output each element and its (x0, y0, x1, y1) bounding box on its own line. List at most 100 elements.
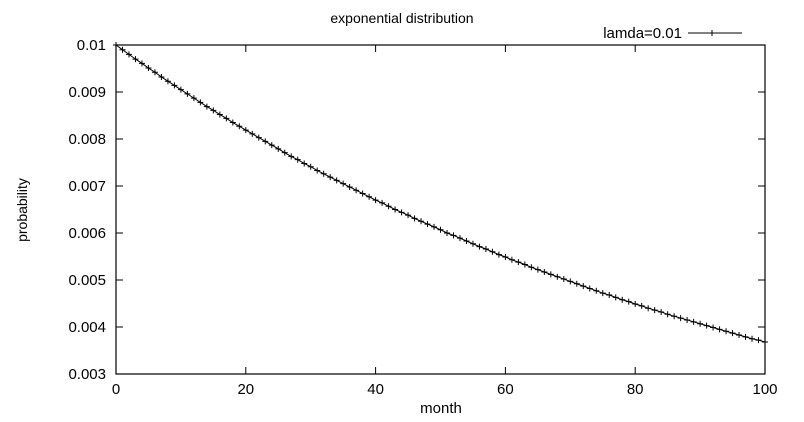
plus-marker-icon (489, 248, 496, 255)
plus-marker-icon (177, 86, 184, 93)
y-tick-label: 0.007 (68, 178, 106, 195)
plus-marker-icon (645, 305, 652, 312)
x-tick-label: 40 (367, 381, 384, 398)
plus-marker-icon (593, 287, 600, 294)
plus-marker-icon (262, 138, 269, 145)
x-axis-label: month (420, 400, 462, 417)
plus-marker-icon (586, 285, 593, 292)
plus-marker-icon (703, 322, 710, 329)
plus-marker-icon (151, 69, 158, 76)
plus-marker-icon (346, 183, 353, 190)
plus-marker-icon (742, 333, 749, 340)
plus-marker-icon (502, 253, 509, 260)
plus-marker-icon (606, 292, 613, 299)
chart-title: exponential distribution (330, 10, 474, 26)
plus-marker-icon (405, 212, 412, 219)
plus-marker-icon (495, 251, 502, 258)
legend: lamda=0.01 (603, 25, 742, 42)
plus-marker-icon (281, 149, 288, 156)
plus-marker-icon (113, 42, 119, 48)
plus-marker-icon (385, 203, 392, 210)
plus-marker-icon (132, 56, 139, 63)
plus-marker-icon (431, 223, 438, 230)
plus-marker-icon (411, 215, 418, 222)
legend-label: lamda=0.01 (603, 25, 682, 42)
plus-marker-icon (625, 298, 632, 305)
plus-marker-icon (184, 90, 191, 97)
y-axis-ticks: 0.003 0.004 0.005 0.006 0.007 0.008 0.009 0.01 (68, 37, 765, 383)
plus-marker-icon (203, 103, 210, 110)
y-tick-label: 0.004 (68, 319, 106, 336)
y-tick-label: 0.005 (68, 272, 106, 289)
plus-marker-icon (392, 206, 399, 213)
plus-marker-icon (710, 324, 717, 331)
plus-marker-icon (398, 209, 405, 216)
plus-marker-icon (560, 276, 567, 283)
plus-marker-icon (314, 167, 321, 174)
plus-marker-icon (249, 130, 256, 137)
plus-marker-icon (372, 197, 379, 204)
plus-marker-icon (664, 311, 671, 318)
plus-marker-icon (684, 316, 691, 323)
plus-marker-icon (729, 330, 736, 337)
plus-marker-icon (573, 280, 580, 287)
plus-marker-icon (138, 60, 145, 67)
plus-marker-icon (255, 134, 262, 141)
plus-marker-icon (125, 51, 132, 58)
x-tick-label: 60 (497, 381, 514, 398)
y-tick-label: 0.009 (68, 84, 106, 101)
y-tick-label: 0.006 (68, 225, 106, 242)
plus-marker-icon (366, 193, 373, 200)
series-line (115, 44, 766, 343)
plus-marker-icon (528, 264, 535, 271)
plus-marker-icon (437, 226, 444, 233)
plus-marker-icon (690, 318, 697, 325)
x-tick-label: 80 (627, 381, 644, 398)
plus-marker-icon (418, 218, 425, 225)
plus-marker-icon (210, 107, 217, 114)
plus-marker-icon (749, 335, 756, 342)
plus-marker-icon (216, 111, 223, 118)
plus-marker-icon (443, 230, 450, 236)
plus-marker-icon (424, 221, 431, 228)
plus-marker-icon (723, 328, 730, 335)
plot-frame (115, 44, 766, 375)
plus-marker-icon (638, 302, 645, 309)
plus-marker-icon (476, 243, 483, 250)
plus-marker-icon (619, 296, 626, 303)
plus-marker-icon (158, 73, 165, 80)
plus-marker-icon (671, 313, 678, 320)
plus-marker-icon (469, 240, 476, 247)
plus-marker-icon (677, 315, 684, 322)
plus-marker-icon (294, 156, 301, 163)
plus-marker-icon (236, 123, 243, 130)
plus-marker-icon (632, 300, 639, 307)
plus-marker-icon (171, 82, 178, 89)
plus-marker-icon (288, 153, 295, 160)
plus-marker-icon (327, 174, 334, 181)
plus-marker-icon (547, 271, 554, 278)
plus-marker-icon (307, 163, 314, 170)
plus-marker-icon (716, 326, 723, 333)
plus-marker-icon (275, 145, 282, 152)
plus-marker-icon (268, 142, 275, 149)
plus-marker-icon (709, 30, 715, 36)
y-tick-label: 0.008 (68, 131, 106, 148)
x-tick-label: 20 (237, 381, 254, 398)
plus-marker-icon (697, 320, 704, 327)
plus-marker-icon (580, 283, 587, 290)
plus-marker-icon (554, 273, 561, 280)
plus-marker-icon (119, 46, 126, 53)
x-axis-ticks: 0 20 40 60 80 100 (112, 45, 778, 398)
plus-marker-icon (651, 307, 658, 314)
plus-marker-icon (658, 308, 665, 315)
plus-marker-icon (145, 65, 152, 72)
plus-marker-icon (320, 170, 327, 177)
plot-border (115, 44, 766, 375)
plus-marker-icon (567, 278, 574, 285)
plus-marker-icon (190, 95, 197, 102)
x-tick-label: 100 (752, 381, 777, 398)
plus-marker-icon (301, 160, 308, 167)
